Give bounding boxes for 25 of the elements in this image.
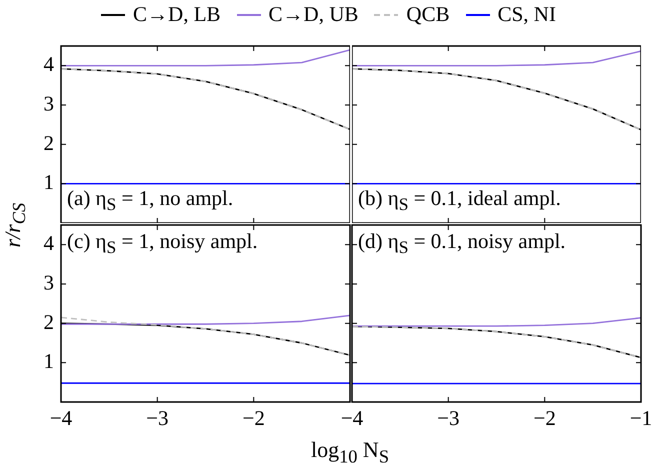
y-tick-label: 1	[44, 170, 54, 194]
x-tick-label: −4	[340, 406, 364, 430]
annotation: (c) η$_{S}$ = 1, noisy ampl.	[67, 228, 258, 260]
y-tick-label: 3	[44, 270, 54, 295]
y-tick-label: 2	[44, 310, 54, 334]
annotation: (d) η$_{S}$ = 0.1, noisy ampl.	[358, 228, 566, 260]
line-series	[61, 316, 350, 356]
legend-label: QCB	[406, 2, 450, 27]
y-tick-label: 4	[44, 231, 54, 256]
y-tick-label: 2	[44, 130, 54, 155]
x-tick-label: −2	[242, 406, 265, 430]
x-tick-label: −3	[146, 406, 169, 430]
legend-label: C→D, UB	[268, 2, 358, 27]
x-tick-label: −4	[50, 406, 73, 430]
x-tick-label: −2	[533, 406, 556, 430]
x-axis-title: log$_{10}$ N$_{S}$	[310, 437, 390, 468]
y-tick-label: 3	[44, 92, 54, 116]
legend-label: C→D, LB	[133, 2, 221, 27]
annotation: (b) η$_{S}$ = 0.1, ideal ampl.	[358, 184, 561, 216]
annotation: (a) η$_{S}$ = 1, no ampl.	[67, 184, 234, 216]
x-tick-label: −1	[630, 406, 652, 430]
y-tick-label: 1	[44, 349, 54, 374]
y-tick-label: 4	[44, 52, 54, 76]
legend-label: CS, NI	[498, 2, 556, 27]
x-tick-label: −3	[437, 406, 460, 430]
